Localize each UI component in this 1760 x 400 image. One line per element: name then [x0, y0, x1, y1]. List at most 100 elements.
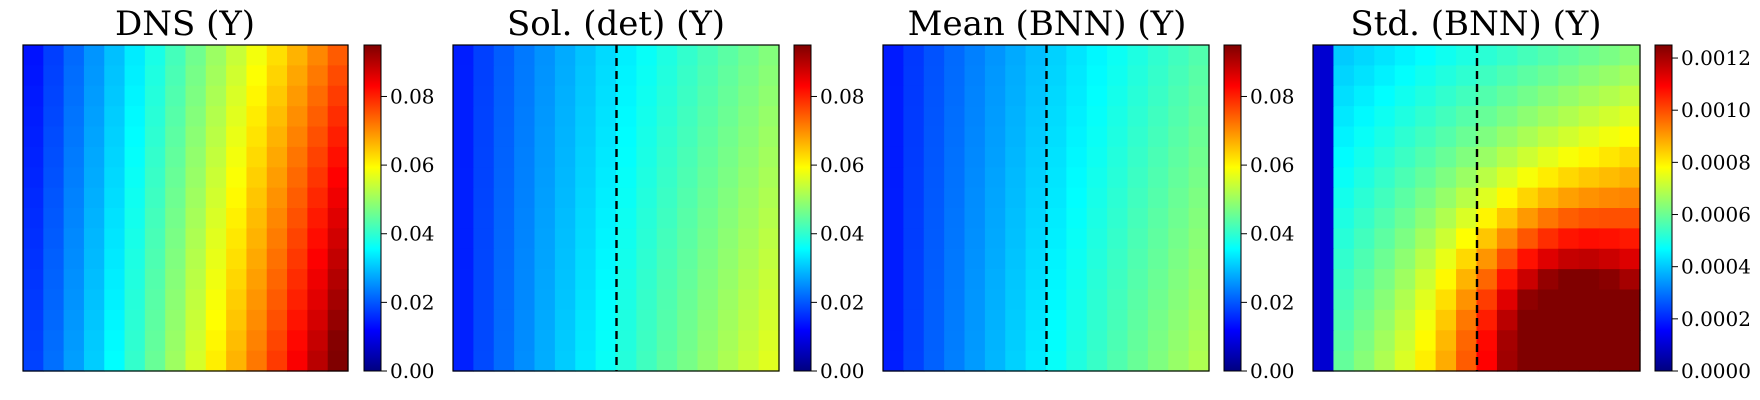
heatmap-cell: [616, 187, 637, 209]
heatmap-cell: [656, 248, 678, 270]
heatmap-cell: [493, 269, 515, 291]
heatmap-cell: [43, 146, 65, 168]
heatmap-cell: [473, 330, 495, 352]
heatmap-cell: [1558, 269, 1580, 291]
heatmap-cell: [575, 187, 597, 209]
heatmap-cell: [1333, 126, 1355, 148]
heatmap-cell: [226, 330, 248, 352]
heatmap-cell: [246, 208, 268, 229]
heatmap-cell: [1456, 45, 1478, 66]
heatmap-cell: [1496, 85, 1518, 107]
heatmap-cell: [104, 289, 126, 311]
heatmap-cell: [944, 330, 966, 352]
heatmap-cell: [266, 350, 288, 372]
heatmap-cell: [514, 106, 536, 128]
heatmap-cell: [1619, 187, 1641, 209]
heatmap-cell: [1476, 106, 1498, 128]
heatmap: [1313, 45, 1641, 372]
heatmap-cell: [473, 248, 495, 270]
heatmap-cell: [1476, 269, 1498, 291]
heatmap-cell: [1188, 65, 1210, 87]
heatmap-cell: [1619, 330, 1641, 352]
heatmap-cell: [1496, 65, 1518, 87]
heatmap-cell: [1353, 289, 1375, 311]
heatmap-cell: [63, 106, 85, 128]
heatmap-cell: [1107, 228, 1129, 250]
heatmap-cell: [1496, 269, 1518, 291]
heatmap-cell: [1496, 167, 1518, 189]
heatmap-cell: [1374, 309, 1396, 331]
heatmap-cell: [1333, 106, 1355, 128]
heatmap-cell: [554, 45, 576, 66]
heatmap-cell: [964, 45, 986, 66]
heatmap-cell: [144, 146, 166, 168]
heatmap-cell: [287, 208, 308, 229]
heatmap-cell: [984, 289, 1006, 311]
heatmap-cell: [595, 350, 617, 372]
heatmap-cell: [1558, 146, 1580, 168]
heatmap-cell: [944, 208, 966, 229]
heatmap-cell: [1107, 330, 1129, 352]
heatmap-cell: [43, 330, 65, 352]
heatmap-cell: [1333, 309, 1355, 331]
heatmap-cell: [1168, 167, 1190, 189]
heatmap-cell: [738, 248, 760, 270]
heatmap-cell: [697, 269, 719, 291]
heatmap-cell: [677, 126, 699, 148]
heatmap-cell: [903, 65, 925, 87]
heatmap-cell: [1107, 350, 1129, 372]
heatmap-cell: [83, 269, 105, 291]
heatmap-cell: [1046, 289, 1067, 311]
heatmap-cell: [1168, 269, 1190, 291]
heatmap-cell: [1005, 309, 1027, 331]
heatmap-cell: [124, 228, 146, 250]
heatmap-cell: [1127, 248, 1149, 270]
heatmap-cell: [758, 228, 780, 250]
heatmap-cell: [534, 269, 556, 291]
heatmap-cell: [595, 126, 617, 148]
heatmap-cell: [1086, 330, 1108, 352]
heatmap-cell: [144, 228, 166, 250]
plot-frame: [22, 44, 349, 372]
heatmap-cell: [1456, 309, 1478, 331]
heatmap-cell: [104, 187, 126, 209]
heatmap-cell: [104, 126, 126, 148]
heatmap-cell: [984, 65, 1006, 87]
heatmap-cell: [83, 208, 105, 229]
heatmap-cell: [1374, 167, 1396, 189]
heatmap-cell: [1127, 126, 1149, 148]
heatmap-cell: [964, 309, 986, 331]
heatmap-cell: [1005, 85, 1027, 107]
heatmap-cell: [1046, 146, 1067, 168]
heatmap-cell: [23, 330, 44, 352]
heatmap-cell: [1496, 228, 1518, 250]
heatmap-cell: [534, 350, 556, 372]
heatmap-cell: [1415, 289, 1437, 311]
heatmap-cell: [1147, 309, 1169, 331]
heatmap-cell: [1086, 126, 1108, 148]
heatmap-cell: [1025, 350, 1047, 372]
heatmap-cell: [656, 65, 678, 87]
heatmap-cell: [1086, 350, 1108, 372]
heatmap-cell: [1313, 187, 1335, 209]
heatmap-cell: [165, 228, 187, 250]
heatmap-cell: [1107, 269, 1129, 291]
heatmap-cell: [266, 208, 288, 229]
heatmap-cell: [923, 167, 945, 189]
heatmap-cell: [1025, 208, 1047, 229]
heatmap-cell: [883, 208, 904, 229]
heatmap-cell: [63, 45, 85, 66]
heatmap-cell: [1599, 45, 1621, 66]
heatmap-cell: [473, 208, 495, 229]
heatmap-cell: [1435, 350, 1457, 372]
heatmap-cell: [83, 289, 105, 311]
heatmap-cell: [307, 167, 329, 189]
heatmap-cell: [1374, 208, 1396, 229]
heatmap-cell: [83, 187, 105, 209]
heatmap-cell: [656, 187, 678, 209]
heatmap-cell: [1619, 45, 1641, 66]
heatmap-cell: [453, 228, 474, 250]
heatmap-cell: [1313, 85, 1335, 107]
heatmap-cell: [287, 45, 308, 66]
heatmap-cell: [554, 106, 576, 128]
